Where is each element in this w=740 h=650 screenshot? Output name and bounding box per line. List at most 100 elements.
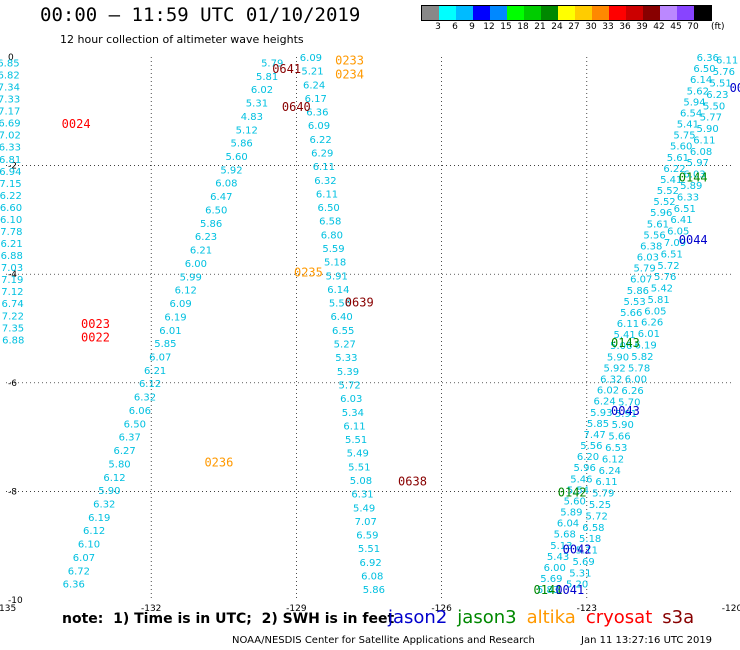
wave-height-value: 6.04 — [557, 519, 579, 530]
pass-time-label: 0144 — [679, 170, 708, 184]
wave-height-value: 7.33 — [0, 95, 20, 106]
wave-height-value: 6.01 — [638, 329, 660, 340]
wave-height-value: 5.39 — [337, 367, 359, 378]
wave-height-value: 5.61 — [647, 219, 669, 230]
wave-height-value: 5.06 — [610, 341, 632, 352]
wave-height-value: 6.50 — [205, 205, 227, 216]
wave-height-value: 6.94 — [0, 167, 21, 178]
wave-height-value: 7.34 — [0, 83, 20, 94]
pass-time-label: 0236 — [204, 456, 233, 470]
colorbar-label: 9 — [469, 22, 475, 32]
wave-height-value: 6.33 — [0, 143, 21, 154]
wave-height-value: 5.31 — [246, 99, 268, 110]
wave-height-value: 6.07 — [630, 275, 652, 286]
wave-height-value: 5.69 — [540, 574, 562, 585]
wave-height-value: 6.23 — [706, 90, 728, 101]
wave-height-value: 6.11 — [617, 319, 639, 330]
wave-height-value: 5.82 — [631, 352, 653, 363]
wave-height-value: 6.03 — [683, 170, 705, 181]
wave-height-value: 5.49 — [353, 503, 375, 514]
wave-height-value: 5.56 — [329, 299, 351, 310]
wave-height-value: 5.51 — [710, 78, 732, 89]
wave-height-value: 6.58 — [582, 523, 604, 534]
wave-height-value: 6.23 — [195, 232, 217, 243]
wave-height-value: 5.49 — [347, 449, 369, 460]
wave-height-value: 6.27 — [114, 446, 136, 457]
wave-height-value: 5.90 — [607, 352, 629, 363]
pass-time-label: 0044 — [679, 233, 708, 247]
wave-height-value: 5.80 — [108, 459, 130, 470]
wave-height-value: 7.35 — [2, 323, 24, 334]
pass-time-label: 0640 — [282, 100, 311, 114]
wave-height-value: 5.46 — [570, 474, 592, 485]
wave-height-value: 6.00 — [625, 375, 647, 386]
wave-height-value: 6.88 — [2, 335, 24, 346]
wave-height-value: 5.72 — [657, 261, 679, 272]
wave-height-value: 5.92 — [220, 165, 242, 176]
wave-height-value: 5.89 — [560, 508, 582, 519]
wave-height-value: 6.60 — [0, 203, 22, 214]
wave-height-value: 6.32 — [134, 393, 156, 404]
wave-height-value: 5.85 — [154, 339, 176, 350]
wave-height-value: 6.02 — [597, 386, 619, 397]
wave-height-value: 6.10 — [78, 540, 100, 551]
wave-height-value: 6.32 — [600, 375, 622, 386]
wave-height-value: 6.12 — [602, 454, 624, 465]
colorbar-label: 15 — [500, 22, 512, 32]
wave-height-value: 6.05 — [644, 306, 666, 317]
colorbar-swatch — [660, 6, 677, 20]
wave-height-value: 5.13 — [550, 541, 572, 552]
wave-height-value: 6.22 — [663, 164, 685, 175]
colorbar-unit: (ft) — [711, 22, 725, 32]
wave-height-value: 5.51 — [358, 544, 380, 555]
wave-height-value: 5.59 — [322, 244, 344, 255]
pass-time-label: 0023 — [81, 317, 110, 331]
wave-height-value: 6.06 — [129, 406, 151, 417]
wave-height-value: 6.14 — [690, 75, 712, 86]
pass-time-label: 0639 — [345, 295, 374, 309]
x-tick-label: -129 — [286, 604, 307, 614]
pass-time-label: 0022 — [81, 331, 110, 345]
wave-height-value: 5.72 — [586, 511, 608, 522]
wave-height-value: 6.37 — [119, 433, 141, 444]
wave-height-value: 5.89 — [680, 181, 702, 192]
wave-height-value: 6.02 — [251, 85, 273, 96]
pass-time-label: 0638 — [398, 475, 427, 489]
wave-height-value: 6.07 — [149, 352, 171, 363]
legend-s3a: s3a — [662, 607, 695, 628]
wave-height-value: 5.66 — [608, 432, 630, 443]
wave-height-value: 5.27 — [334, 340, 356, 351]
x-tick-label: -123 — [577, 604, 597, 614]
wave-height-value: 6.12 — [103, 473, 125, 484]
page-subtitle: 12 hour collection of altimeter wave hei… — [60, 33, 304, 46]
wave-height-value: 6.19 — [164, 312, 186, 323]
wave-height-value: 6.19 — [634, 340, 656, 351]
wave-height-value: 6.92 — [359, 558, 381, 569]
wave-height-value: 6.19 — [88, 513, 110, 524]
page-title: 00:00 — 11:59 UTC 01/10/2019 — [40, 4, 361, 26]
wave-height-value: 5.97 — [687, 158, 709, 169]
wave-height-value: 6.31 — [351, 490, 373, 501]
pass-time-label: 0024 — [62, 117, 91, 131]
wave-height-value: 5.86 — [627, 286, 649, 297]
wave-height-value: 6.51 — [674, 204, 696, 215]
wave-height-value: 5.93 — [590, 408, 612, 419]
wave-height-value: 5.92 — [603, 363, 625, 374]
wave-height-value: 6.14 — [327, 285, 349, 296]
colorbar-label: 30 — [585, 22, 597, 32]
wave-height-value: 5.68 — [554, 530, 576, 541]
wave-height-value: 5.12 — [236, 125, 258, 136]
wave-height-value: 5.86 — [200, 219, 222, 230]
x-tick-label: -120 — [722, 604, 740, 614]
y-tick-label: -10 — [8, 596, 23, 606]
wave-height-value: 6.41 — [670, 215, 692, 226]
colorbar-swatch — [439, 6, 456, 20]
colorbar-swatch — [677, 6, 694, 20]
wave-height-value: 7.78 — [0, 227, 22, 238]
wave-height-value: 7.15 — [0, 179, 22, 190]
wave-height-value: 6.17 — [305, 94, 327, 105]
pass-time-label: 0233 — [335, 54, 364, 68]
wave-height-value: 6.01 — [159, 326, 181, 337]
wave-height-value: 5.77 — [700, 113, 722, 124]
